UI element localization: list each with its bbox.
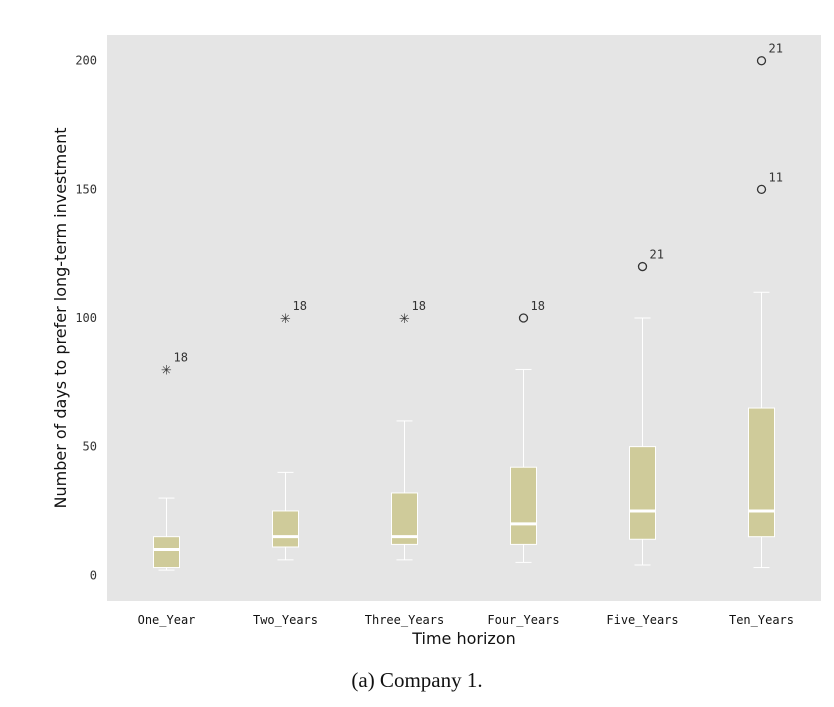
outlier-label: 21	[650, 248, 664, 262]
x-tick-label: One_Year	[138, 613, 196, 627]
box-iqr	[153, 536, 180, 569]
outlier-label: 18	[531, 299, 545, 313]
box-iqr	[272, 510, 299, 548]
y-tick-label: 200	[75, 54, 97, 68]
outlier-star: ✳	[280, 312, 291, 327]
y-axis-ticks: 0 50 100 150 200	[75, 54, 97, 583]
box-Three_Years: ✳18	[391, 299, 426, 561]
y-tick-label: 0	[90, 568, 97, 582]
box-iqr	[629, 446, 656, 540]
x-tick-label: Three_Years	[365, 613, 444, 627]
figure-caption: (a) Company 1.	[351, 668, 483, 692]
y-tick-label: 150	[75, 182, 97, 196]
x-tick-label: Four_Years	[487, 613, 559, 627]
box-Five_Years: 21	[629, 248, 664, 566]
box-Two_Years: ✳18	[272, 299, 307, 561]
y-tick-label: 50	[83, 440, 97, 454]
box-Ten_Years: 11 21	[748, 42, 783, 569]
outlier-label: 18	[293, 299, 307, 313]
x-tick-label: Ten_Years	[729, 613, 794, 627]
x-tick-label: Two_Years	[253, 613, 318, 627]
outlier-label: 11	[769, 170, 783, 184]
outlier-circle	[756, 184, 767, 195]
box-iqr	[510, 466, 537, 545]
x-tick-label: Five_Years	[606, 613, 678, 627]
box-One_Year: ✳18	[153, 350, 188, 571]
box-Four_Years: 18	[510, 299, 545, 563]
x-axis-tick-labels: One_Year Two_Years Three_Years Four_Years Fi…	[138, 613, 794, 627]
outlier-circle	[637, 261, 648, 272]
plot-panel	[107, 35, 821, 601]
outlier-star: ✳	[399, 312, 410, 327]
box-iqr	[748, 407, 775, 538]
outlier-circle	[518, 313, 529, 323]
outlier-label: 18	[174, 350, 188, 364]
x-axis-title: Time horizon	[411, 629, 516, 648]
y-tick-label: 100	[75, 311, 97, 325]
outlier-label: 18	[412, 299, 426, 313]
outlier-label: 21	[769, 42, 783, 56]
y-axis-title: Number of days to prefer long-term inves…	[51, 128, 70, 509]
outlier-circle	[756, 56, 767, 66]
outlier-star: ✳	[161, 363, 172, 378]
